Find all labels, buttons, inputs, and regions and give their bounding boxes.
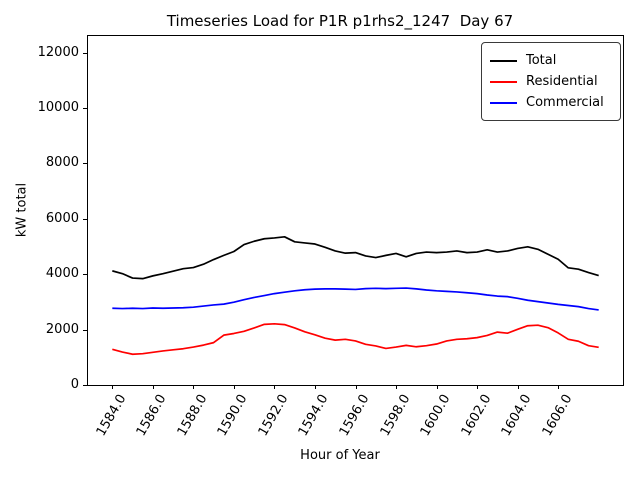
x-tick-label: 1602.0 — [458, 392, 495, 439]
x-tick-mark — [274, 385, 276, 389]
x-tick-mark — [558, 385, 560, 389]
y-axis-label: kW total — [14, 182, 30, 238]
y-tick-label: 4000 — [45, 266, 79, 282]
x-tick-label: 1596.0 — [336, 392, 373, 439]
legend-line-total — [490, 59, 517, 62]
y-tick-mark — [83, 218, 87, 220]
legend-line-residential — [490, 80, 517, 83]
y-tick-mark — [83, 385, 87, 386]
legend-entry-commercial: Commercial — [490, 92, 612, 113]
y-tick-mark — [83, 163, 87, 165]
legend-label-residential: Residential — [526, 74, 598, 89]
x-tick-mark — [315, 385, 316, 389]
x-tick-mark — [112, 385, 114, 389]
legend: Total Residential Commercial — [481, 42, 621, 121]
x-tick-mark — [396, 385, 397, 389]
series-lines — [112, 235, 599, 356]
x-tick-label: 1598.0 — [377, 392, 414, 439]
commercial-line — [112, 287, 599, 311]
residential-line — [112, 322, 599, 356]
chart-title: Timeseries Load for P1R p1rhs2_1247 Day … — [166, 12, 514, 30]
legend-label-commercial: Commercial — [526, 95, 604, 110]
x-tick-mark — [517, 385, 519, 389]
x-tick-mark — [193, 385, 195, 389]
x-tick-mark — [477, 385, 479, 389]
y-tick-mark — [83, 329, 87, 331]
y-tick-label: 0 — [70, 377, 79, 392]
x-tick-label: 1590.0 — [215, 392, 251, 439]
x-tick-label: 1594.0 — [296, 392, 332, 439]
x-tick-mark — [233, 385, 235, 389]
y-tick-label: 2000 — [45, 321, 79, 337]
x-tick-label: 1592.0 — [255, 392, 292, 439]
x-tick-label: 1604.0 — [498, 392, 535, 439]
y-tick-label: 8000 — [45, 155, 79, 171]
x-tick-mark — [152, 385, 154, 389]
y-tick-label: 10000 — [37, 100, 79, 116]
y-tick-label: 12000 — [37, 44, 79, 60]
x-tick-label: 1584.0 — [93, 392, 130, 439]
legend-line-commercial — [490, 101, 517, 104]
legend-label-total: Total — [526, 53, 557, 68]
x-tick-label: 1600.0 — [417, 392, 454, 439]
legend-entry-total: Total — [490, 50, 612, 71]
x-tick-mark — [355, 385, 357, 389]
x-axis-label: Hour of Year — [300, 448, 380, 463]
y-tick-mark — [83, 274, 87, 276]
x-tick-label: 1588.0 — [174, 392, 211, 439]
legend-entry-residential: Residential — [490, 71, 612, 92]
y-tick-mark — [83, 52, 87, 54]
y-tick-mark — [83, 108, 87, 109]
x-tick-mark — [436, 385, 438, 389]
x-tick-label: 1586.0 — [134, 392, 170, 439]
total-line — [112, 235, 599, 280]
x-tick-label: 1606.0 — [539, 392, 576, 439]
y-tick-label: 6000 — [45, 210, 79, 226]
